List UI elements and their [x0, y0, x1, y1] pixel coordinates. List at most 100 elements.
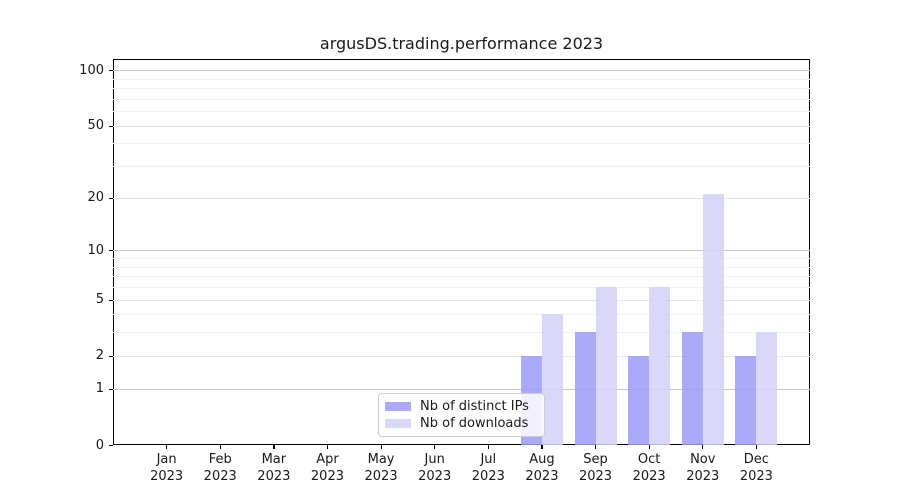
x-tick-year: 2023	[578, 469, 613, 484]
y-tick-mark	[109, 70, 113, 72]
x-tick-year: 2023	[310, 469, 344, 484]
y-tick-label: 10	[87, 242, 104, 258]
x-tick-month: Jul	[480, 452, 497, 467]
x-tick-mark	[326, 445, 329, 449]
legend-swatch-downloads	[385, 419, 411, 428]
x-tick-year: 2023	[364, 469, 398, 484]
x-tick-month: Aug	[529, 452, 555, 467]
x-tick-month: Sep	[583, 452, 608, 467]
minor-gridline	[113, 332, 810, 334]
minor-gridline	[113, 88, 810, 90]
decade-gridline	[113, 70, 810, 72]
x-tick-label: Jan 2023	[127, 451, 207, 485]
minor-gridline	[113, 166, 810, 168]
bar-downloads-sep	[595, 286, 617, 445]
chart-title: argusDS.trading.performance 2023	[319, 34, 604, 53]
x-tick-year: 2023	[686, 469, 720, 484]
y-tick-mark	[109, 388, 113, 390]
y-tick-label: 50	[87, 118, 104, 134]
x-tick-label: Mar 2023	[234, 451, 314, 485]
x-tick-mark	[541, 445, 543, 449]
legend-item-downloads: Nb of downloads	[385, 415, 536, 432]
y-tick-mark	[109, 355, 113, 357]
x-tick-label: Feb 2023	[180, 451, 260, 485]
minor-gridline	[113, 286, 810, 288]
x-tick-label: Aug 2023	[502, 451, 582, 485]
x-tick-label: Nov 2023	[663, 451, 743, 485]
x-tick-label: Jul 2023	[448, 451, 528, 485]
x-tick-year: 2023	[203, 469, 237, 484]
minor-gridline	[113, 78, 810, 80]
x-tick-month: Apr	[316, 452, 339, 467]
mid-gridline	[113, 299, 810, 301]
minor-gridline	[113, 143, 810, 145]
x-tick-month: Nov	[690, 452, 716, 467]
bar-distinct-ips-nov	[681, 332, 703, 445]
x-tick-year: 2023	[257, 469, 291, 484]
x-tick-month: Oct	[637, 452, 661, 467]
mid-gridline	[113, 197, 810, 199]
legend: Nb of distinct IPs Nb of downloads	[378, 393, 545, 437]
minor-gridline	[113, 258, 810, 260]
y-tick-mark	[109, 197, 113, 199]
x-tick-mark	[434, 445, 436, 449]
x-tick-label: Dec 2023	[716, 451, 796, 485]
y-tick-label: 0	[95, 437, 104, 453]
bar-downloads-dec	[756, 332, 778, 445]
y-tick-mark	[109, 299, 113, 301]
minor-gridline	[113, 111, 810, 113]
x-tick-mark	[755, 445, 758, 449]
minor-gridline	[113, 266, 810, 268]
x-tick-mark	[648, 445, 650, 449]
legend-swatch-distinct-ips	[385, 402, 411, 411]
x-tick-label: Oct 2023	[609, 451, 689, 485]
x-tick-year: 2023	[150, 469, 184, 484]
decade-gridline	[113, 250, 810, 252]
x-tick-mark	[273, 445, 275, 449]
x-tick-year: 2023	[632, 469, 666, 484]
x-tick-year: 2023	[525, 469, 559, 484]
x-tick-month: Jan	[156, 452, 177, 467]
y-tick-mark	[109, 250, 113, 252]
minor-gridline	[113, 98, 810, 100]
x-tick-mark	[702, 445, 704, 449]
x-tick-mark	[487, 445, 489, 449]
bar-downloads-nov	[702, 194, 724, 445]
x-tick-month: Mar	[261, 452, 287, 467]
x-tick-mark	[219, 445, 221, 449]
y-tick-label: 2	[95, 348, 104, 364]
x-tick-year: 2023	[418, 469, 452, 484]
mid-gridline	[113, 355, 810, 357]
plot-area	[113, 59, 810, 445]
x-tick-year: 2023	[471, 469, 505, 484]
minor-gridline	[113, 314, 810, 316]
legend-label-downloads: Nb of downloads	[420, 416, 529, 431]
y-tick-label: 100	[79, 62, 104, 78]
x-tick-mark	[166, 445, 168, 449]
y-tick-mark	[109, 125, 113, 127]
x-tick-label: Sep 2023	[556, 451, 636, 485]
x-tick-month: Dec	[743, 452, 769, 467]
x-tick-year: 2023	[739, 469, 773, 484]
legend-item-distinct-ips: Nb of distinct IPs	[385, 398, 536, 415]
minor-gridline	[113, 276, 810, 278]
x-tick-month: May	[367, 452, 395, 467]
x-tick-mark	[595, 445, 597, 449]
x-tick-month: Feb	[208, 452, 232, 467]
y-tick-mark	[109, 445, 113, 447]
bar-downloads-oct	[649, 286, 671, 445]
y-tick-label: 1	[95, 381, 104, 397]
bar-distinct-ips-dec	[735, 355, 757, 445]
x-tick-label: Apr 2023	[287, 451, 367, 485]
bar-distinct-ips-oct	[628, 355, 650, 445]
y-tick-label: 5	[95, 292, 104, 307]
decade-gridline	[113, 388, 810, 390]
x-tick-month: Jun	[424, 452, 445, 467]
legend-label-distinct-ips: Nb of distinct IPs	[420, 399, 529, 414]
x-tick-mark	[380, 445, 382, 449]
x-tick-label: Jun 2023	[395, 451, 475, 485]
mid-gridline	[113, 125, 810, 127]
y-tick-label: 20	[87, 190, 104, 206]
bar-distinct-ips-sep	[574, 332, 596, 445]
